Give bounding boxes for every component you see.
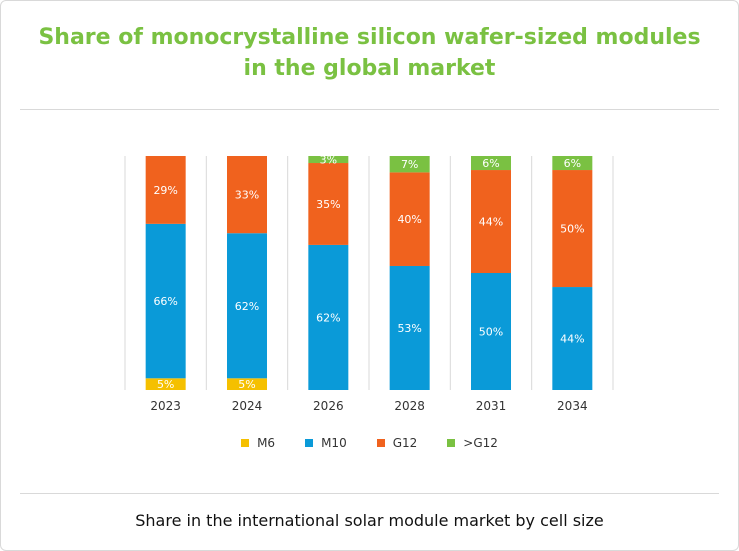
bar-segment	[471, 156, 511, 171]
data-label: 35%	[316, 198, 340, 211]
bar-segment	[552, 287, 593, 390]
bar-segment	[471, 273, 511, 390]
data-label: 5%	[157, 378, 174, 391]
x-tick-label: 2026	[313, 399, 344, 413]
bar-segment	[145, 378, 186, 390]
data-label: 62%	[235, 300, 259, 313]
legend-item: M10	[305, 436, 347, 450]
stacked-bar-chart: 5% 66% 29% 2023 5% 62% 33% 2024 62% 35% 3% 2026 53% 4…	[124, 154, 614, 413]
legend-swatch	[305, 439, 314, 447]
bar-segment	[308, 244, 349, 390]
data-label: 62%	[316, 311, 340, 324]
bottom-divider	[20, 493, 719, 494]
data-label: 50%	[560, 223, 584, 236]
bar-segment	[471, 170, 511, 273]
data-label: 5%	[238, 378, 255, 391]
x-tick-label: 2031	[476, 399, 507, 413]
x-tick-label: 2028	[394, 399, 425, 413]
chart-title-line-2: in the global market	[243, 56, 496, 81]
data-label: 3%	[320, 154, 337, 167]
top-divider	[20, 109, 719, 110]
legend-swatch	[376, 439, 385, 447]
data-label: 44%	[479, 216, 503, 229]
bar-segment	[145, 223, 186, 379]
legend-label: M10	[321, 436, 347, 450]
x-tick-label: 2034	[557, 399, 588, 413]
bar-segment	[227, 156, 267, 234]
legend-item: M6	[241, 436, 275, 450]
chart-title: Share of monocrystalline silicon wafer-s…	[0, 22, 739, 84]
legend-swatch	[241, 439, 250, 447]
data-label: 6%	[482, 157, 499, 170]
data-label: 29%	[153, 184, 177, 197]
chart-title-line-1: Share of monocrystalline silicon wafer-s…	[38, 25, 701, 50]
bar-segment	[227, 378, 267, 390]
bar-segment	[227, 233, 267, 379]
data-label: 40%	[397, 213, 421, 226]
legend-label: M6	[257, 436, 276, 450]
bar-segment	[552, 156, 593, 171]
bar-segment	[308, 156, 349, 164]
bar-segment	[552, 170, 593, 288]
bar-segment	[389, 172, 430, 266]
bar-segment	[308, 163, 349, 245]
data-label: 53%	[397, 322, 421, 335]
bar-segment	[389, 156, 430, 173]
x-tick-label: 2023	[150, 399, 181, 413]
data-label: 50%	[479, 326, 503, 339]
data-label: 7%	[401, 158, 418, 171]
data-label: 66%	[153, 295, 177, 308]
chart-footer: Share in the international solar module …	[135, 511, 604, 530]
bar-segment	[389, 265, 430, 390]
x-tick-label: 2024	[232, 399, 263, 413]
legend-label: G12	[392, 436, 418, 450]
data-label: 44%	[560, 333, 584, 346]
legend-swatch	[447, 439, 456, 447]
legend-label: >G12	[463, 436, 498, 450]
data-label: 33%	[235, 189, 259, 202]
chart-legend: M6 M10 G12 >G12	[0, 436, 739, 450]
bar-segment	[145, 156, 186, 224]
data-label: 6%	[564, 157, 581, 170]
legend-item: >G12	[447, 436, 498, 450]
legend-item: G12	[376, 436, 418, 450]
